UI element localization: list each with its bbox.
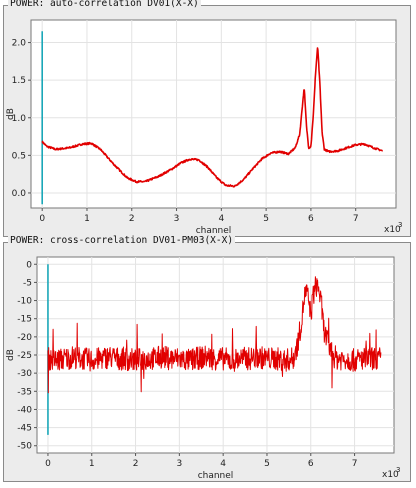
y-tick-label: 1.0 xyxy=(12,114,27,124)
y-tick-label: 1.5 xyxy=(12,76,26,86)
y-tick-label: -45 xyxy=(17,424,32,434)
y-tick-label: -25 xyxy=(17,351,32,361)
y-tick-label: 2.0 xyxy=(12,39,27,49)
panel-title: POWER: auto-correlation DV01(X-X) xyxy=(8,0,201,9)
x-tick-label: 7 xyxy=(353,214,359,224)
x-tick-label: 7 xyxy=(352,459,358,469)
y-tick-label: -50 xyxy=(17,442,32,452)
x-tick-label: 5 xyxy=(263,214,269,224)
y-tick-label: -10 xyxy=(17,297,32,307)
x-tick-label: 1 xyxy=(89,459,95,469)
x-tick-label: 4 xyxy=(220,459,226,469)
y-tick-label: -35 xyxy=(17,387,32,397)
x-tick-label: 3 xyxy=(176,459,182,469)
y-tick-label: -30 xyxy=(17,369,32,379)
x-axis-label: channel xyxy=(196,226,232,236)
x-axis-multiplier: x10 xyxy=(382,470,399,480)
crosscorrelation-chart: 0 1 2 3 4 5 6 7 0 -5 -10 -15 -20 -25 -30 -35 -40 -45 -50 dB… xyxy=(6,256,400,481)
y-tick-label: -20 xyxy=(17,333,32,343)
series-line xyxy=(41,47,384,188)
x-tick-label: 5 xyxy=(264,459,270,469)
y-axis-label: dB xyxy=(6,108,16,120)
y-tick-label: 0.0 xyxy=(12,189,27,199)
y-tick-label: -40 xyxy=(17,405,32,415)
y-tick-label: -5 xyxy=(23,278,32,288)
y-axis-label: dB xyxy=(6,349,16,361)
plot-area xyxy=(30,19,397,209)
x-tick-label: 6 xyxy=(308,459,314,469)
x-tick-label: 6 xyxy=(308,214,314,224)
x-tick-label: 1 xyxy=(84,214,90,224)
y-tick-label: -15 xyxy=(17,315,32,325)
x-tick-label: 3 xyxy=(174,214,180,224)
y-tick-label: 0.5 xyxy=(12,151,26,161)
x-axis-multiplier-exponent: 3 xyxy=(398,221,402,229)
panel-title: POWER: cross-correlation DV01-PM03(X-X) xyxy=(8,235,236,246)
x-axis-multiplier-exponent: 3 xyxy=(396,466,400,474)
x-tick-label: 2 xyxy=(133,459,139,469)
x-tick-label: 2 xyxy=(129,214,135,224)
x-tick-label: 0 xyxy=(45,459,51,469)
y-tick-label: 0 xyxy=(26,260,32,270)
x-tick-label: 4 xyxy=(218,214,224,224)
x-axis-multiplier: x10 xyxy=(384,225,401,235)
x-tick-label: 0 xyxy=(39,214,45,224)
x-axis-label: channel xyxy=(198,471,234,481)
series-line xyxy=(47,276,382,394)
